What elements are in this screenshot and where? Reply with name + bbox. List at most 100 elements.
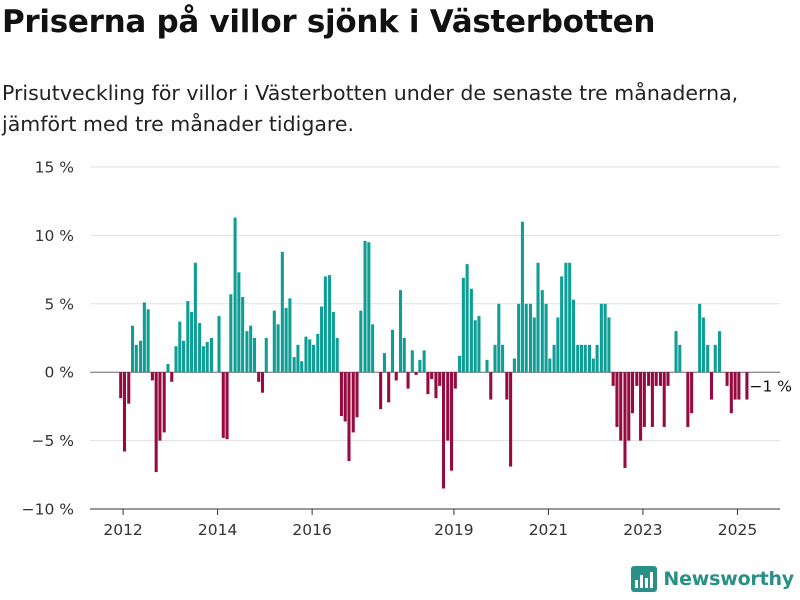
bar — [465, 264, 469, 373]
bar — [517, 303, 521, 373]
brand-name: Newsworthy — [663, 568, 794, 590]
bar — [560, 276, 564, 373]
bar — [568, 262, 572, 373]
bar — [351, 372, 355, 433]
bar — [678, 344, 682, 373]
x-tick-label: 2014 — [198, 521, 237, 539]
bar — [363, 240, 367, 373]
x-axis — [90, 508, 780, 515]
bar — [280, 251, 284, 373]
x-tick-label: 2023 — [623, 521, 662, 539]
bar — [611, 372, 615, 386]
bar — [379, 372, 383, 410]
bar — [382, 353, 386, 373]
bar — [150, 372, 154, 381]
x-tick-label: 2016 — [292, 521, 331, 539]
bar — [418, 359, 422, 373]
bar — [166, 363, 170, 373]
bar — [241, 296, 245, 373]
bar — [690, 372, 694, 414]
bar — [422, 350, 426, 373]
chart-title: Priserna på villor sjönk i Västerbotten — [2, 4, 656, 40]
bar — [328, 275, 332, 373]
bar — [548, 358, 552, 373]
newsworthy-logo-icon — [631, 566, 658, 592]
bar — [599, 303, 603, 373]
bar — [591, 358, 595, 373]
bar — [201, 346, 205, 373]
bar — [713, 344, 717, 373]
bar — [729, 372, 733, 414]
bar — [249, 325, 253, 373]
bar — [198, 322, 202, 373]
bar — [497, 303, 501, 373]
bar — [371, 324, 375, 373]
bar — [631, 372, 635, 414]
bar — [453, 372, 457, 389]
bar — [540, 290, 544, 373]
bar — [615, 372, 619, 427]
bar — [556, 317, 560, 373]
bar — [390, 329, 394, 373]
bar — [619, 372, 623, 441]
bar — [627, 372, 631, 441]
y-tick-label: 10 % — [35, 227, 74, 245]
bar — [260, 372, 265, 393]
bar — [355, 372, 359, 418]
bar — [737, 372, 741, 400]
bar — [441, 372, 446, 489]
bar — [316, 333, 320, 373]
bar — [662, 372, 666, 427]
bar — [398, 290, 403, 373]
bar — [387, 372, 391, 403]
bar — [603, 303, 607, 373]
bar — [717, 331, 722, 373]
bar — [524, 303, 528, 373]
bar — [501, 344, 505, 373]
bar — [477, 316, 481, 373]
bar — [205, 342, 209, 373]
bar — [162, 372, 166, 433]
bar — [331, 312, 335, 373]
x-tick-label: 2025 — [718, 521, 757, 539]
bar — [745, 372, 749, 400]
bar — [576, 344, 580, 373]
bar — [139, 340, 143, 373]
bar — [245, 331, 249, 373]
bar — [505, 372, 509, 400]
bar — [233, 217, 237, 373]
bar — [276, 324, 280, 373]
bar — [532, 317, 536, 373]
y-tick-label: 15 % — [35, 159, 74, 177]
bar — [186, 301, 190, 373]
bar — [461, 277, 465, 373]
bar — [493, 344, 497, 373]
bar — [312, 344, 316, 373]
bar — [131, 325, 135, 373]
bar — [430, 372, 434, 380]
bar — [528, 303, 532, 373]
bar — [134, 344, 138, 373]
bar — [178, 321, 182, 373]
bar — [520, 221, 524, 373]
bar — [733, 372, 737, 400]
bar — [402, 338, 406, 373]
bar — [174, 346, 178, 373]
bar — [347, 372, 351, 462]
bar — [146, 309, 150, 373]
bar — [217, 316, 221, 373]
bar — [193, 262, 197, 373]
x-tick-label: 2019 — [434, 521, 473, 539]
bar — [571, 299, 576, 373]
newsworthy-logo: Newsworthy — [631, 564, 794, 594]
bar — [434, 372, 438, 399]
bar — [536, 262, 540, 373]
bar — [654, 372, 658, 386]
last-value-annotation: −1 % — [750, 377, 793, 395]
bar — [426, 372, 430, 395]
bar — [701, 317, 705, 373]
bar — [469, 288, 473, 373]
bar — [406, 372, 410, 389]
bar — [272, 310, 276, 373]
bar — [367, 242, 371, 373]
